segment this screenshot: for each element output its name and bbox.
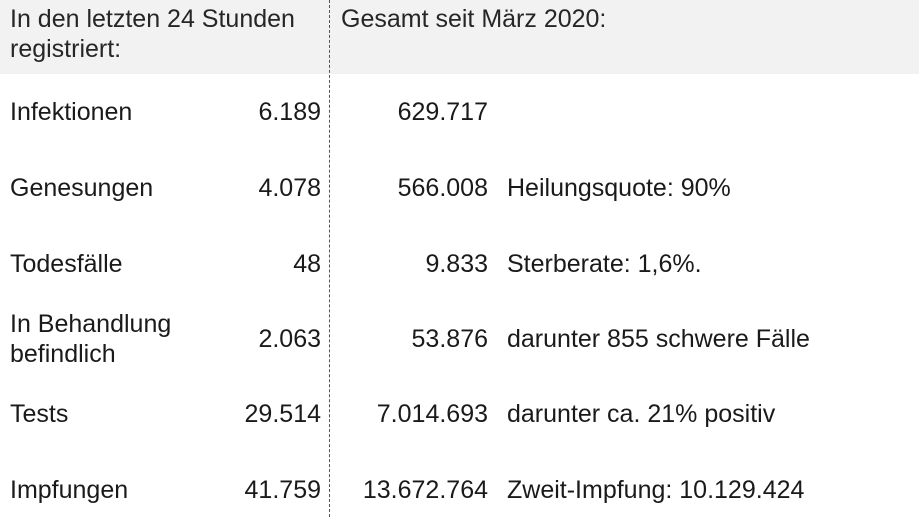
total-value: 7.014.693 <box>376 400 488 428</box>
row-note <box>507 74 917 150</box>
daily-value: 48 <box>293 250 321 278</box>
total-column-header: Gesamt seit März 2020: <box>341 5 607 33</box>
column-divider <box>329 0 330 517</box>
total-value: 9.833 <box>425 250 488 278</box>
table-row-tests: Tests 29.514 7.014.693 darunter ca. 21% … <box>0 376 919 452</box>
table-row-todesfaelle: Todesfälle 48 9.833 Sterberate: 1,6%. <box>0 226 919 302</box>
row-label: In Behandlung befindlich <box>10 310 172 368</box>
row-label: Todesfälle <box>10 250 123 278</box>
total-value: 13.672.764 <box>362 476 488 504</box>
table-row-impfungen: Impfungen 41.759 13.672.764 Zweit-Impfun… <box>0 452 919 528</box>
row-note: darunter 855 schwere Fälle <box>507 325 810 353</box>
total-value: 629.717 <box>397 98 488 126</box>
row-note: Sterberate: 1,6%. <box>507 250 702 278</box>
daily-value: 2.063 <box>258 325 321 353</box>
row-label: Impfungen <box>10 476 129 504</box>
total-value: 566.008 <box>397 174 488 202</box>
row-note: darunter ca. 21% positiv <box>507 400 776 428</box>
daily-value: 4.078 <box>258 174 321 202</box>
table-row-infektionen: Infektionen 6.189 629.717 <box>0 74 919 150</box>
row-label: Tests <box>10 400 69 428</box>
daily-value: 29.514 <box>244 400 321 428</box>
total-value: 53.876 <box>411 325 488 353</box>
row-note: Zweit-Impfung: 10.129.424 <box>507 476 805 504</box>
daily-value: 41.759 <box>244 476 321 504</box>
table-row-genesungen: Genesungen 4.078 566.008 Heilungsquote: … <box>0 150 919 226</box>
statistics-table: In den letzten 24 Stunden registriert: G… <box>0 0 919 517</box>
row-label: Genesungen <box>10 174 154 202</box>
daily-value: 6.189 <box>258 98 321 126</box>
row-note: Heilungsquote: 90% <box>507 174 731 202</box>
table-row-in-behandlung: In Behandlung befindlich 2.063 53.876 da… <box>0 301 919 377</box>
row-label: Infektionen <box>10 98 133 126</box>
table-header: In den letzten 24 Stunden registriert: G… <box>0 0 919 74</box>
daily-column-header: In den letzten 24 Stunden registriert: <box>10 5 295 63</box>
